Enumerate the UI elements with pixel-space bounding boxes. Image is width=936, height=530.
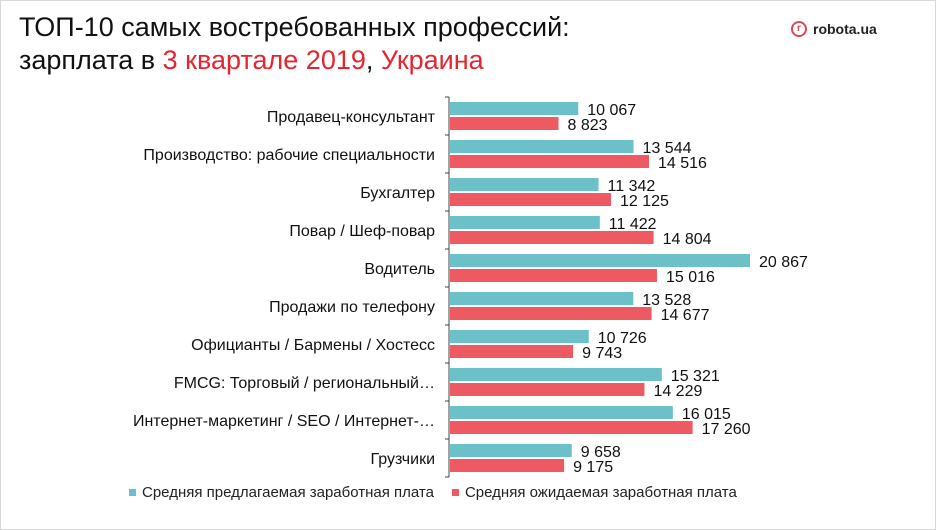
category-label: Официанты / Бармены / Хостесс [191,337,435,354]
data-label-expected: 9 743 [582,345,622,362]
bar-offered [450,102,579,115]
bar-expected [450,193,611,206]
title-line-1: ТОП-10 самых востребованных профессий: [19,12,570,42]
data-label-expected: 12 125 [620,193,669,210]
data-label-offered: 13 528 [642,292,691,309]
category-label: Интернет-маркетинг / SEO / Интернет-… [133,413,435,430]
legend-swatch-expected [451,489,459,496]
data-label-offered: 13 544 [643,140,692,157]
legend-swatch-offered [129,489,136,496]
logo-text: robota.ua [813,21,877,37]
bar-offered [450,406,673,419]
bar-expected [450,421,693,434]
bar-expected [450,383,645,396]
data-label-expected: 14 516 [658,155,707,172]
bar-expected [450,307,652,320]
category-label: Продавец-консультант [267,109,436,126]
bar-expected [450,345,574,358]
bar-expected [450,269,657,282]
chart-title: ТОП-10 самых востребованных профессий: з… [19,11,570,77]
bar-offered [450,140,634,153]
data-label-offered: 11 342 [608,178,656,195]
legend-item-offered: Средняя предлагаемая заработная плата [129,484,434,501]
bar-offered [450,216,600,229]
bar-offered [450,444,572,457]
title-country: Украина [380,45,484,75]
bar-offered [450,292,634,305]
bar-expected [450,459,565,472]
data-label-expected: 14 677 [661,307,710,324]
data-label-offered: 10 726 [598,330,647,347]
category-label: Грузчики [371,451,436,468]
category-label: Производство: рабочие специальности [143,147,435,164]
title-period: 3 квартале 2019 [162,45,366,75]
bar-offered [450,368,662,381]
data-label-offered: 9 658 [581,444,621,461]
data-label-offered: 15 321 [671,368,720,385]
bar-offered [450,254,750,267]
category-label: FMCG: Торговый / региональный… [174,375,435,392]
title-prefix: зарплата в [19,45,163,75]
title-separator: , [365,45,381,75]
category-label: Бухгалтер [360,185,435,202]
bar-expected [450,155,650,168]
data-label-offered: 16 015 [682,406,731,423]
category-label: Продажи по телефону [269,299,435,316]
legend: Средняя предлагаемая заработная плата Ср… [129,484,737,501]
data-label-offered: 11 422 [609,216,657,233]
bar-offered [450,330,589,343]
data-label-offered: 20 867 [759,254,808,271]
data-label-expected: 9 175 [573,459,613,476]
bar-expected [450,117,559,130]
bar-offered [450,178,599,191]
logo-mark-icon: r [791,21,807,37]
legend-label-offered: Средняя предлагаемая заработная плата [142,484,434,501]
category-label: Водитель [364,261,435,278]
data-label-expected: 15 016 [666,269,715,286]
data-label-expected: 17 260 [702,421,751,438]
data-label-expected: 8 823 [567,117,607,134]
data-label-expected: 14 804 [663,231,712,248]
data-label-expected: 14 229 [653,383,702,400]
legend-label-expected: Средняя ожидаемая заработная плата [464,484,737,501]
legend-item-expected: Средняя ожидаемая заработная плата [451,484,737,501]
data-label-offered: 10 067 [587,102,636,119]
bar-expected [450,231,654,244]
title-line-2: зарплата в 3 квартале 2019, Украина [19,44,570,77]
robota-logo: r robota.ua [791,21,877,37]
category-label: Повар / Шеф-повар [289,223,435,240]
